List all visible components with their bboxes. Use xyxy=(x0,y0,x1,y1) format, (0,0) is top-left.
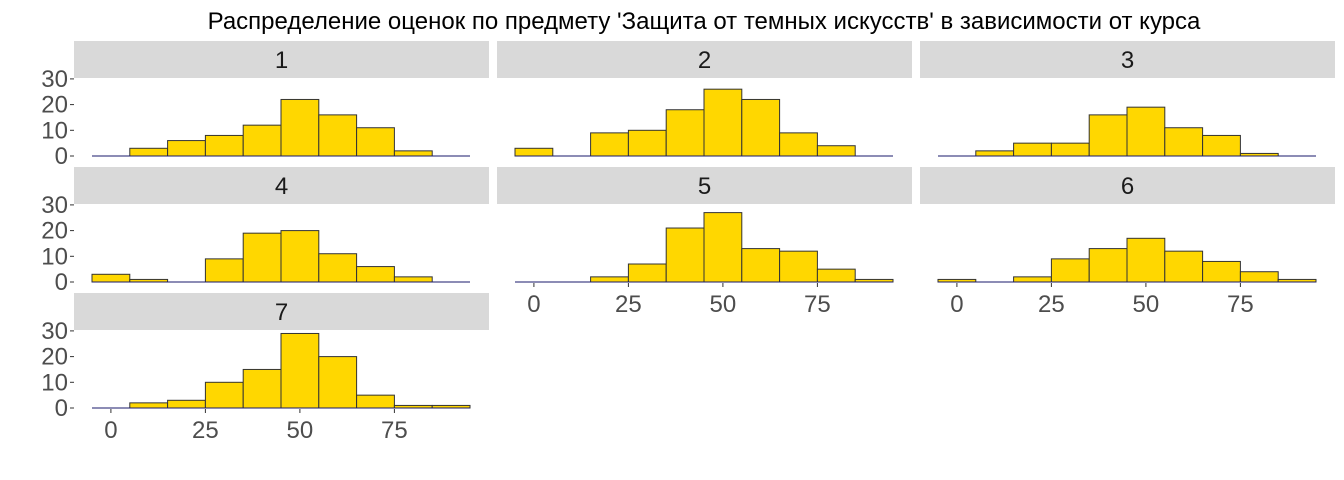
histogram-bar xyxy=(816,145,856,157)
y-tick-label: 0 xyxy=(55,143,68,170)
x-tick-label: 25 xyxy=(192,417,219,444)
histogram-bar xyxy=(280,98,320,157)
facet-panel-3: 3 xyxy=(920,41,1335,157)
x-tick-label: 0 xyxy=(527,291,540,318)
y-tick-label: 20 xyxy=(41,344,68,371)
facet-panel-6: 6 0 25 50 75 xyxy=(920,167,1335,318)
facet-strip xyxy=(920,167,1335,204)
histogram-bar xyxy=(975,150,1015,157)
histogram-bar xyxy=(280,230,320,283)
histogram-bar xyxy=(1013,276,1052,283)
histogram-bar xyxy=(590,276,629,283)
histogram-bar xyxy=(204,381,244,409)
x-tick-label: 0 xyxy=(950,291,963,318)
facet-panel-5: 50 25 50 75 xyxy=(497,167,912,318)
x-tick-label: 75 xyxy=(1227,291,1254,318)
histogram-bar xyxy=(627,263,667,283)
histogram-bar xyxy=(91,273,131,283)
histogram-bar xyxy=(741,248,781,283)
histogram-bar xyxy=(356,266,395,283)
histogram-bar xyxy=(356,394,395,409)
x-tick-label: 75 xyxy=(381,417,408,444)
histogram-bar xyxy=(1202,260,1241,283)
histogram-bar xyxy=(393,150,433,157)
histogram-bar xyxy=(627,129,667,157)
histogram-bar xyxy=(1088,114,1128,157)
histogram-bar xyxy=(703,212,743,283)
histogram-bar xyxy=(318,253,358,283)
x-tick-label: 0 xyxy=(104,417,117,444)
facet-strip xyxy=(497,167,912,204)
facet-strip-label: 3 xyxy=(1121,47,1134,74)
histogram-bar xyxy=(1164,127,1204,157)
histogram-bar xyxy=(318,114,358,157)
histogram-bar xyxy=(779,132,818,157)
facet-strip-label: 2 xyxy=(698,47,711,74)
histogram-bar xyxy=(665,109,705,157)
histogram-bar xyxy=(167,399,206,409)
x-tick-label: 50 xyxy=(1133,291,1160,318)
y-tick-label: 0 xyxy=(55,395,68,422)
histogram-bar xyxy=(779,250,818,283)
facet-strip xyxy=(497,41,912,78)
facet-strip-label: 5 xyxy=(698,173,711,200)
histogram-bar xyxy=(242,368,282,409)
x-tick-label: 25 xyxy=(1038,291,1065,318)
facet-strip-label: 1 xyxy=(275,47,288,74)
y-tick-label: 20 xyxy=(41,92,68,119)
facet-strip xyxy=(920,41,1335,78)
histogram-bar xyxy=(242,232,282,283)
y-tick-label: 30 xyxy=(41,192,68,219)
x-tick-label: 25 xyxy=(615,291,642,318)
chart-title: Распределение оценок по предмету 'Защита… xyxy=(208,8,1201,35)
y-tick-label: 30 xyxy=(41,318,68,345)
facet-strip-label: 6 xyxy=(1121,173,1134,200)
y-tick-label: 20 xyxy=(41,218,68,245)
facet-strip-label: 7 xyxy=(275,299,288,326)
histogram-bar xyxy=(1088,248,1128,283)
x-tick-label: 50 xyxy=(287,417,314,444)
facet-panel-2: 2 xyxy=(497,41,912,157)
histogram-bar xyxy=(1164,250,1204,283)
histogram-bar xyxy=(703,88,743,157)
y-tick-label: 10 xyxy=(41,117,68,144)
histogram-bar xyxy=(204,258,244,283)
histogram-bar xyxy=(741,98,781,157)
y-tick-label: 10 xyxy=(41,243,68,270)
histogram-bar xyxy=(280,332,320,409)
facet-strip xyxy=(74,293,489,330)
histogram-bar xyxy=(1050,142,1090,157)
histogram-bar xyxy=(1239,271,1279,283)
histogram-bar xyxy=(816,268,856,283)
histogram-bar xyxy=(318,356,358,409)
facet-strip xyxy=(74,167,489,204)
histogram-bar xyxy=(514,147,554,157)
histogram-bar xyxy=(129,402,169,409)
histogram-bar xyxy=(242,124,282,157)
histogram-bar xyxy=(1126,237,1166,283)
histogram-bar xyxy=(204,134,244,157)
histogram-bar xyxy=(665,227,705,283)
histogram-bar xyxy=(1013,142,1052,157)
y-tick-label: 30 xyxy=(41,66,68,93)
histogram-bar xyxy=(393,276,433,283)
histogram-bar xyxy=(1126,106,1166,157)
x-tick-label: 50 xyxy=(710,291,737,318)
histogram-bar xyxy=(590,132,629,157)
x-tick-label: 75 xyxy=(804,291,831,318)
histogram-bar xyxy=(1202,134,1241,157)
facet-strip-label: 4 xyxy=(275,173,288,200)
facet-strip xyxy=(74,41,489,78)
histogram-bar xyxy=(129,147,169,157)
y-tick-label: 0 xyxy=(55,269,68,296)
histogram-bar xyxy=(167,140,206,157)
histogram-bar xyxy=(356,127,395,157)
y-tick-label: 10 xyxy=(41,369,68,396)
histogram-bar xyxy=(1050,258,1090,283)
